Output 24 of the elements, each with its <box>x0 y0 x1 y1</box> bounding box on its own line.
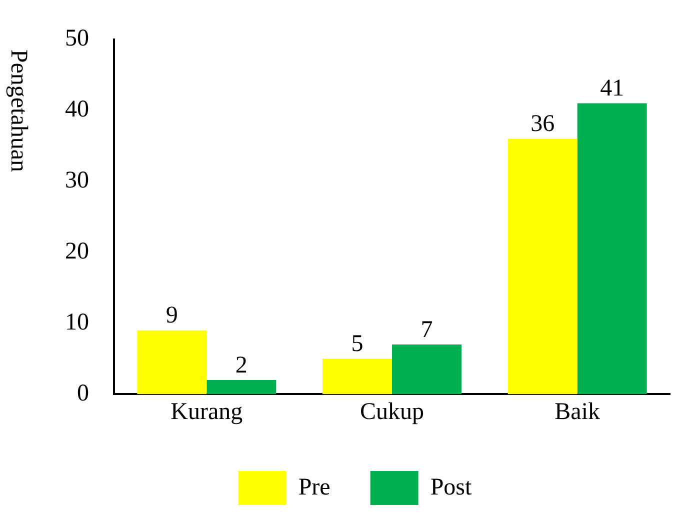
legend-label: Post <box>430 474 472 500</box>
legend-label: Pre <box>298 474 330 500</box>
y-axis-title: Pengetahuan <box>6 49 32 172</box>
y-tick-label: 50 <box>65 26 89 52</box>
data-label: 36 <box>530 111 555 138</box>
y-tick-label: 40 <box>65 96 89 123</box>
bar <box>508 138 578 394</box>
bar <box>392 344 462 394</box>
data-label: 41 <box>600 76 624 102</box>
x-tick-label: Cukup <box>360 398 424 425</box>
x-tick-label: Kurang <box>170 398 243 425</box>
data-label: 2 <box>235 352 248 378</box>
data-label: 9 <box>166 302 178 329</box>
y-tick-label: 10 <box>65 310 89 336</box>
y-tick-label: 30 <box>65 168 89 194</box>
bar <box>206 380 276 394</box>
bar <box>577 103 647 394</box>
x-tick-label: Baik <box>554 398 600 425</box>
bar <box>322 358 392 394</box>
bar <box>137 330 207 394</box>
y-tick-label: 0 <box>77 380 89 406</box>
data-label: 7 <box>420 316 433 343</box>
data-label: 5 <box>351 331 364 358</box>
y-tick-label: 20 <box>65 238 89 265</box>
